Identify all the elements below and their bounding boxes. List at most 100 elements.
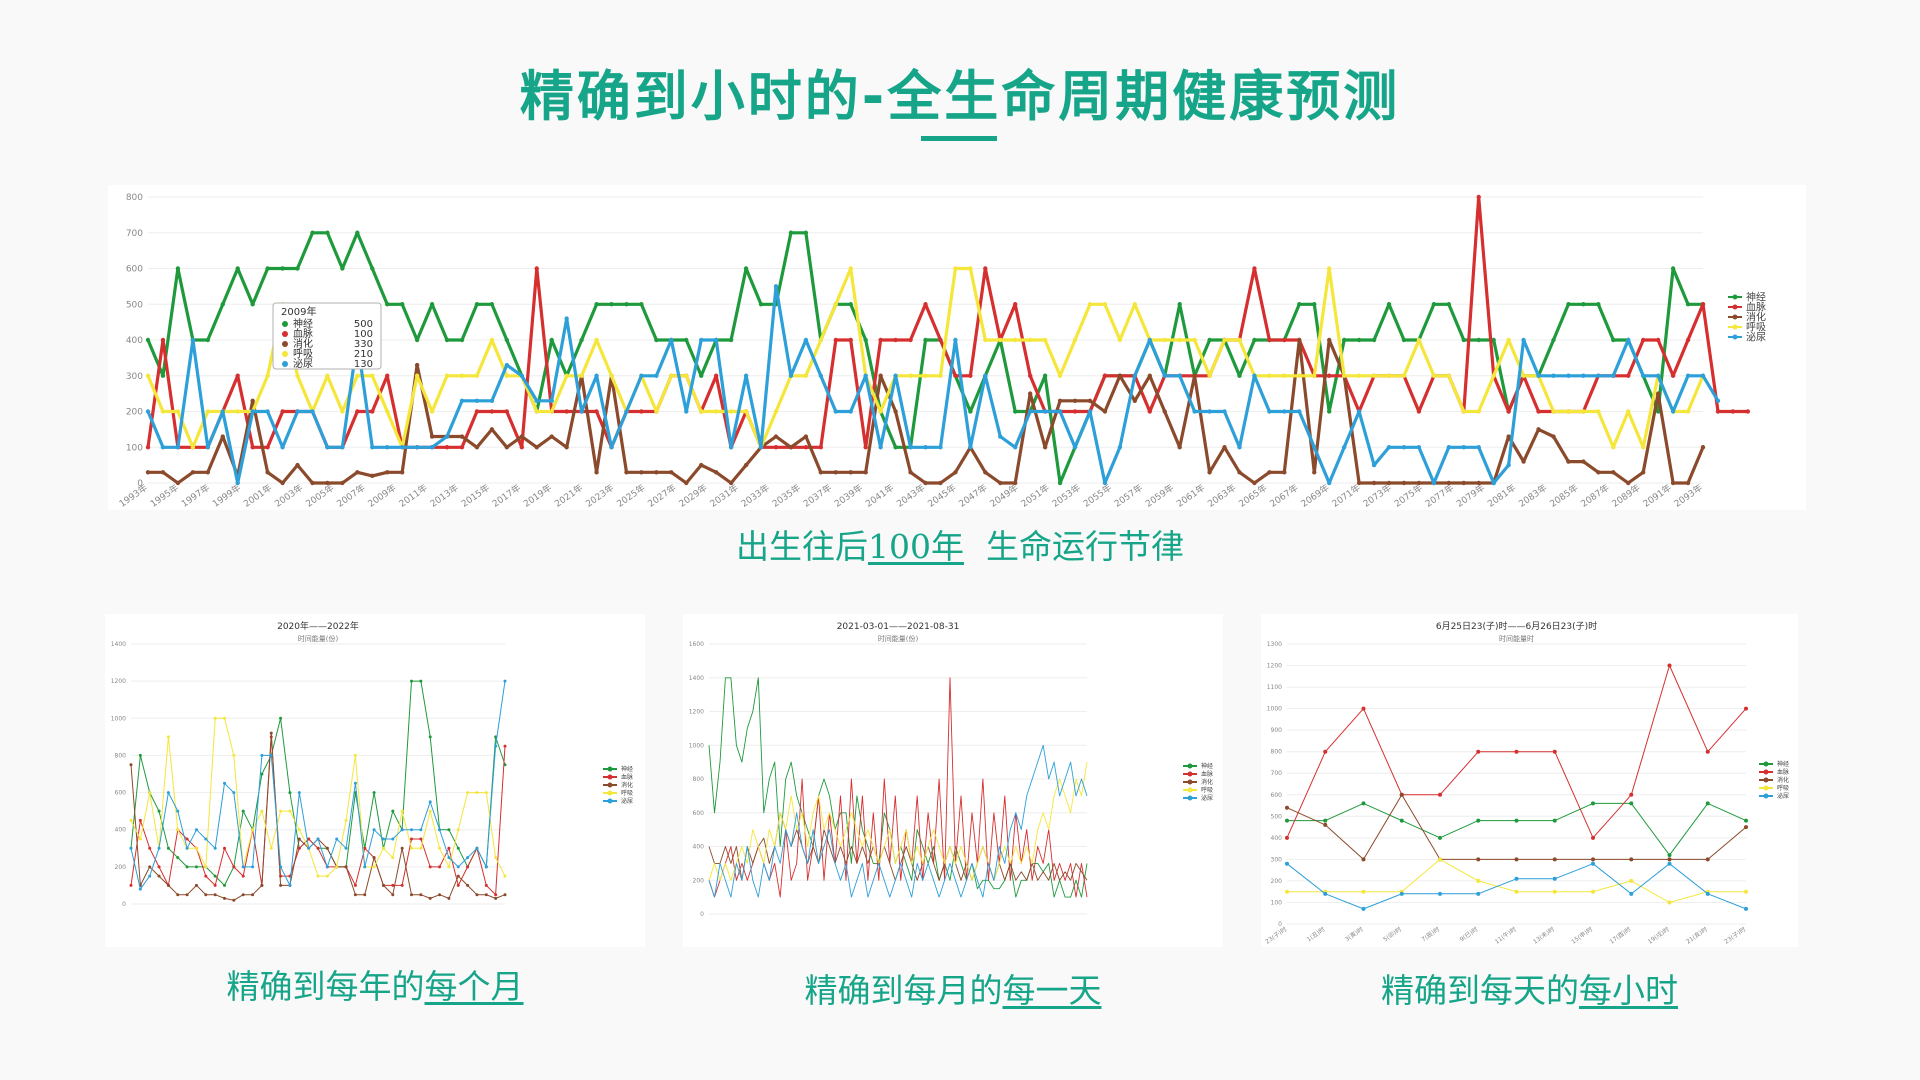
- data-point: [419, 828, 423, 832]
- data-point: [223, 883, 226, 887]
- data-point: [1341, 337, 1347, 343]
- data-point: [1057, 409, 1063, 414]
- data-point: [1552, 889, 1557, 894]
- data-point: [1312, 470, 1317, 475]
- data-point: [1323, 822, 1328, 827]
- y-tick-label: 0: [122, 901, 126, 908]
- data-point: [414, 373, 420, 378]
- data-point: [818, 470, 824, 475]
- data-point: [1626, 480, 1631, 486]
- data-point: [428, 865, 432, 869]
- data-point: [145, 445, 151, 450]
- data-point: [1117, 373, 1123, 378]
- data-point: [773, 409, 779, 414]
- main-chart-panel: 0 100 200 300 400 500 600 700 800 1993年 1995年 1997年…: [108, 185, 1806, 510]
- tooltip-series-name: 神经: [293, 317, 313, 330]
- x-tick-label: 13(未)时: [1531, 925, 1556, 946]
- data-point: [232, 898, 236, 902]
- data-point: [684, 409, 689, 414]
- data-point: [833, 470, 838, 475]
- x-tick-label: 21(亥)时: [1684, 925, 1709, 946]
- series-line-血脉: [708, 677, 1088, 898]
- data-point: [1514, 876, 1519, 881]
- data-point: [250, 398, 255, 403]
- data-point: [788, 373, 794, 378]
- data-point: [444, 445, 450, 450]
- y-tick-label: 0: [1278, 921, 1282, 928]
- data-point: [295, 462, 300, 468]
- data-point: [1744, 889, 1748, 894]
- data-point: [534, 409, 539, 414]
- data-point: [160, 445, 166, 450]
- data-point: [353, 893, 357, 897]
- data-point: [549, 398, 554, 403]
- data-point: [1629, 891, 1634, 896]
- data-point: [1591, 889, 1595, 894]
- data-point: [484, 883, 488, 887]
- data-point: [893, 445, 898, 450]
- data-point: [1361, 906, 1366, 911]
- data-point: [833, 409, 838, 414]
- legend-label: 呼吸: [621, 790, 633, 797]
- data-point: [399, 445, 405, 450]
- data-point: [355, 470, 360, 475]
- y-tick-label: 1200: [111, 678, 126, 685]
- data-point: [1399, 792, 1404, 797]
- data-point: [1386, 373, 1392, 378]
- data-point: [699, 409, 704, 414]
- data-point: [503, 893, 507, 897]
- data-point: [1581, 373, 1586, 378]
- data-point: [260, 883, 264, 887]
- data-point: [1252, 266, 1257, 271]
- data-point: [1341, 373, 1347, 378]
- data-point: [818, 373, 824, 378]
- data-point: [363, 846, 367, 850]
- data-point: [1072, 445, 1078, 450]
- series-line-呼吸: [708, 762, 1088, 881]
- data-point: [344, 846, 348, 850]
- data-point: [235, 373, 240, 378]
- daily-chart-panel: 2021-03-01——2021-08-31 时间能量(份) 0 200 400 600 8…: [683, 614, 1223, 947]
- data-point: [190, 337, 196, 343]
- data-point: [1611, 445, 1616, 450]
- x-tick-label: 2093年: [1672, 482, 1705, 510]
- legend-label: 呼吸: [1777, 785, 1789, 792]
- x-tick-label: 2085年: [1547, 482, 1580, 510]
- data-point: [609, 445, 614, 450]
- data-point: [1285, 861, 1289, 866]
- tooltip-series-name: 呼吸: [293, 348, 313, 360]
- data-point: [280, 266, 285, 271]
- data-point: [1611, 470, 1616, 475]
- caption-underlined: 每一天: [1002, 971, 1102, 1010]
- data-point: [429, 445, 435, 450]
- x-tick-label: 2071年: [1330, 482, 1363, 510]
- data-point: [489, 427, 495, 432]
- data-point: [1285, 818, 1289, 823]
- data-point: [878, 409, 883, 414]
- tooltip-value: 500: [354, 319, 373, 330]
- x-tick-label: 2001年: [241, 482, 274, 510]
- data-point: [1700, 302, 1706, 307]
- data-point: [1361, 801, 1366, 806]
- data-point: [391, 856, 395, 860]
- data-point: [1655, 373, 1661, 378]
- data-point: [1715, 409, 1721, 414]
- data-point: [138, 753, 142, 757]
- data-point: [475, 893, 479, 897]
- data-point: [1027, 337, 1033, 343]
- data-point: [1323, 749, 1328, 754]
- x-tick-label: 2005年: [303, 482, 336, 510]
- data-point: [260, 753, 264, 757]
- data-point: [1327, 480, 1332, 486]
- data-point: [1027, 373, 1033, 378]
- data-point: [410, 846, 413, 850]
- data-point: [938, 445, 943, 450]
- data-point: [325, 865, 329, 869]
- data-point: [1596, 409, 1601, 414]
- data-point: [594, 409, 599, 414]
- data-point: [848, 302, 853, 307]
- data-point: [307, 837, 311, 841]
- caption-text: 精确到每年的: [226, 967, 425, 1006]
- data-point: [1667, 857, 1672, 862]
- data-point: [1438, 835, 1442, 840]
